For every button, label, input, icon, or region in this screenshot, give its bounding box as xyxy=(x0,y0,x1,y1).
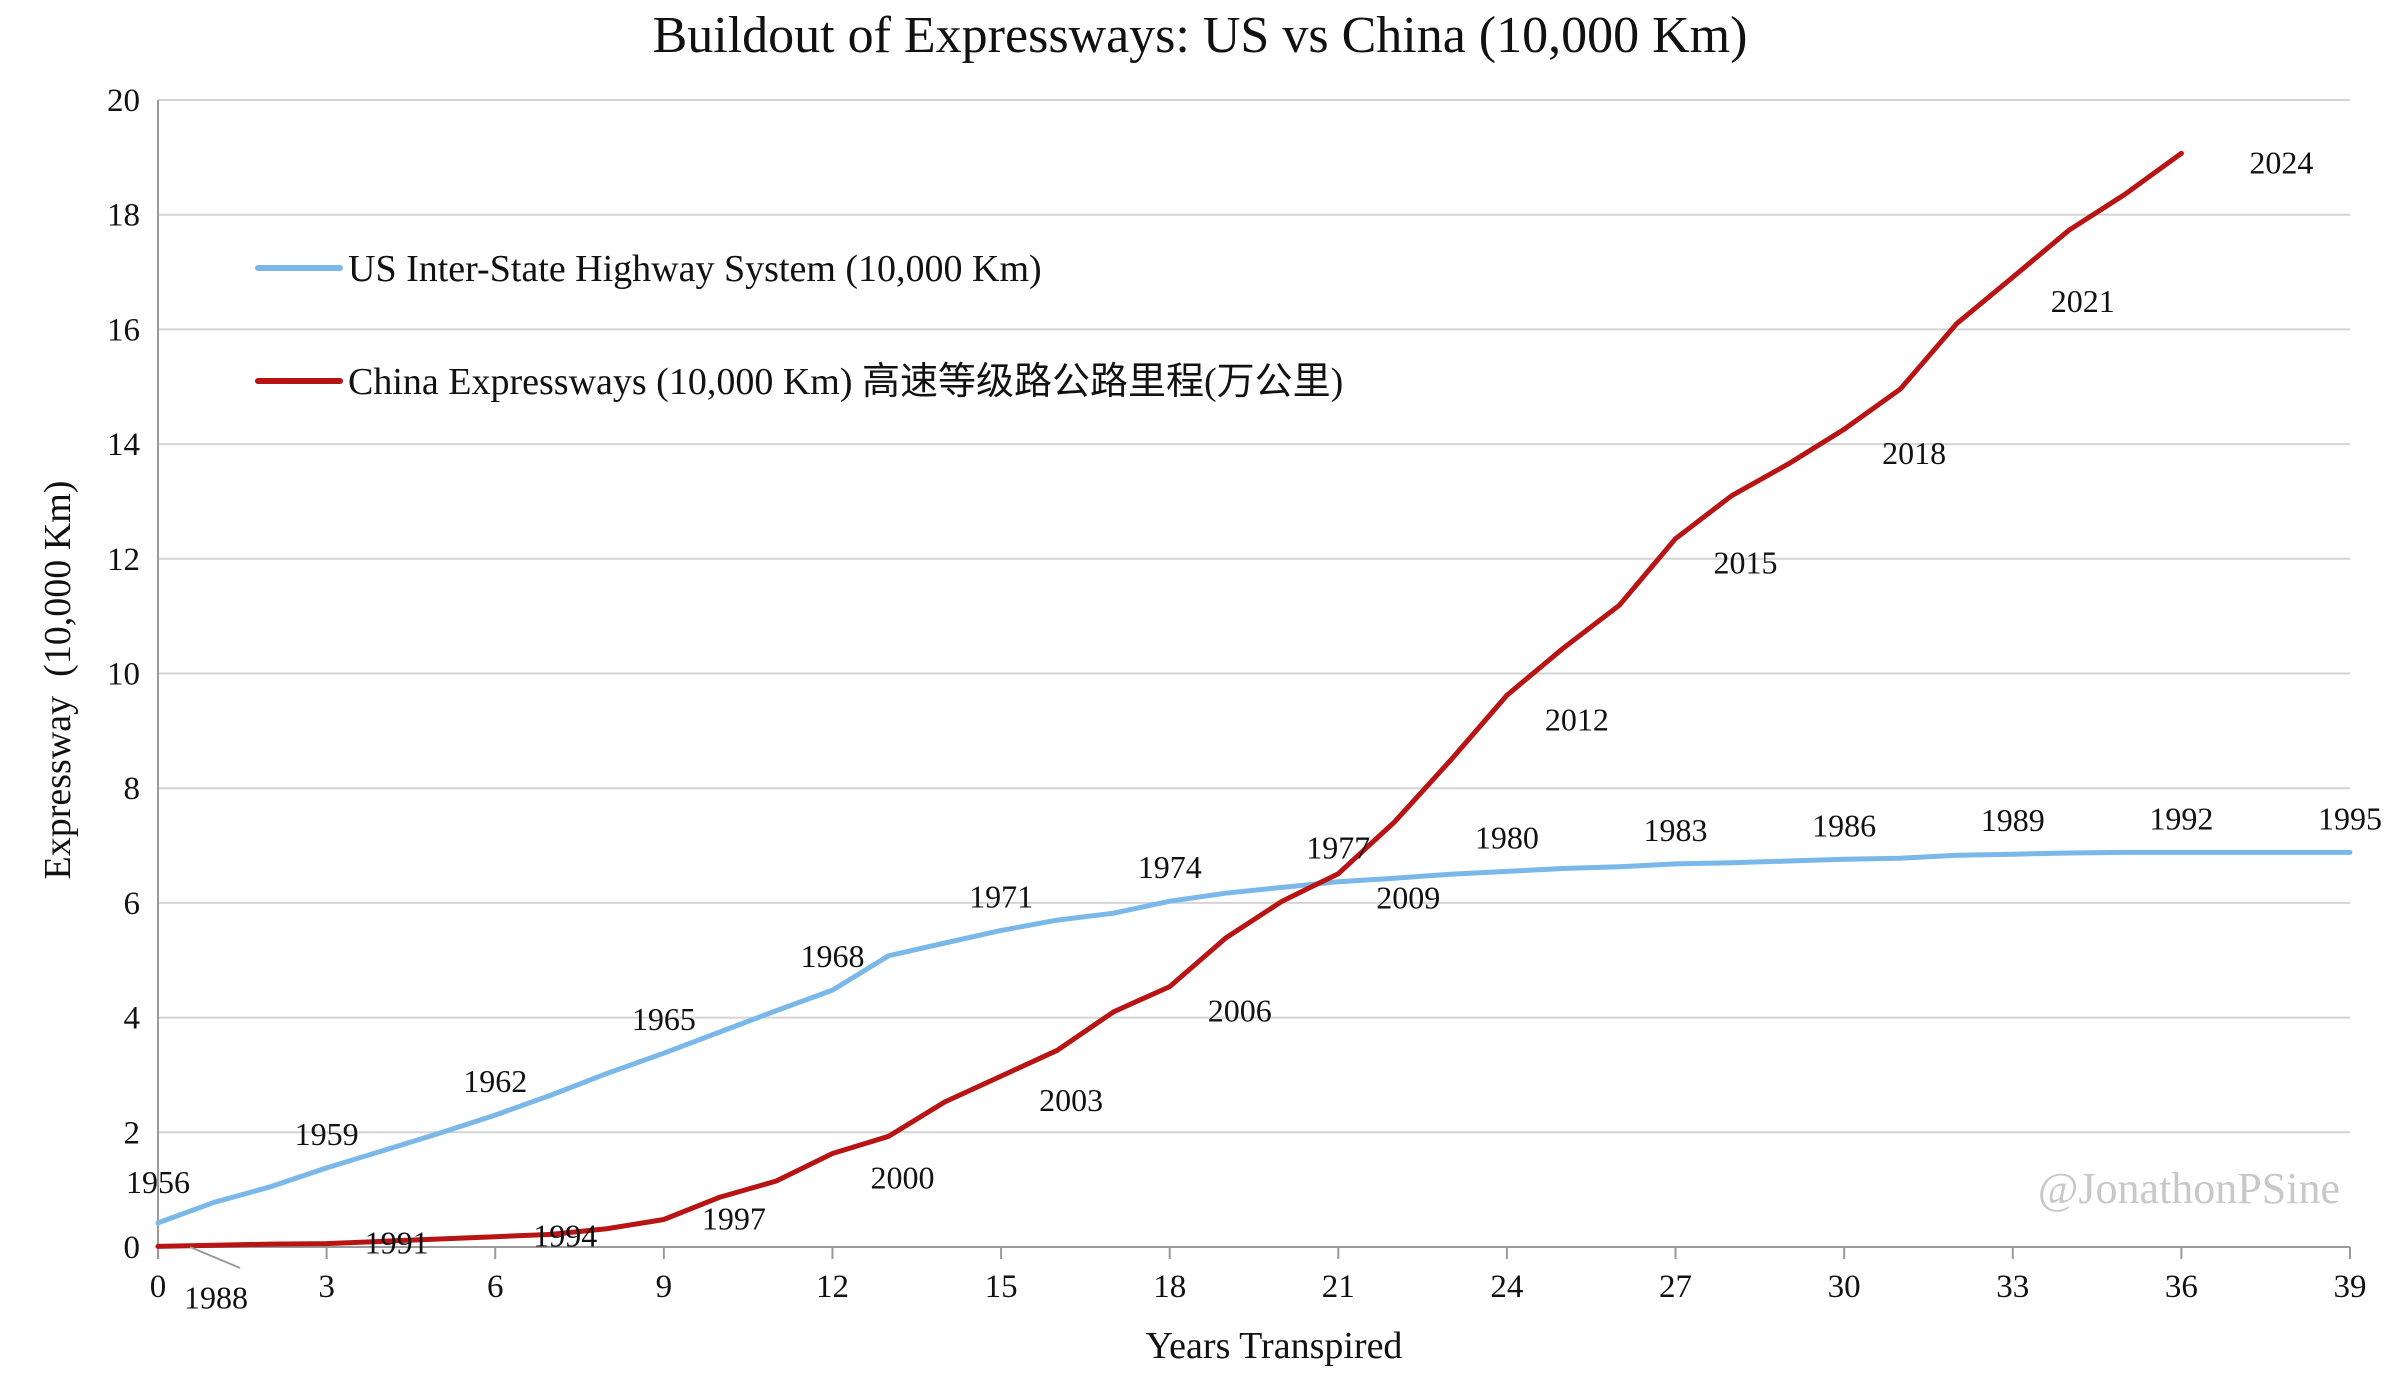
y-tick-label-6: 6 xyxy=(124,886,141,922)
series-lines xyxy=(155,150,2353,1249)
legend-label-china: China Expressways (10,000 Km) 高速等级路公路里程(… xyxy=(348,361,1343,403)
x-axis-label: Years Transpired xyxy=(1146,1325,1403,1367)
point-label-china-2000: 2000 xyxy=(870,1160,934,1196)
y-tick-label-16: 16 xyxy=(107,312,140,348)
point-label-us-1992: 1992 xyxy=(2149,800,2213,836)
y-tick-label-12: 12 xyxy=(107,542,140,578)
point-label-us-1962: 1962 xyxy=(463,1063,527,1099)
point-label-china-2024: 2024 xyxy=(2249,144,2313,180)
point-label-us-1995: 1995 xyxy=(2318,800,2382,836)
point-label-us-1956: 1956 xyxy=(126,1164,190,1200)
point-label-china-1994: 1994 xyxy=(533,1218,597,1254)
x-tick-label-12: 12 xyxy=(816,1269,849,1305)
y-tick-label-18: 18 xyxy=(107,198,140,234)
point-label-china-2006: 2006 xyxy=(1208,993,1272,1029)
series-line-us xyxy=(155,849,2353,1226)
label-leader-1988 xyxy=(189,1246,241,1269)
x-tick-label-15: 15 xyxy=(985,1269,1018,1305)
x-tick-label-9: 9 xyxy=(656,1269,673,1305)
point-label-us-1974: 1974 xyxy=(1138,849,1202,885)
y-tick-label-4: 4 xyxy=(124,1001,141,1037)
point-label-china-2018: 2018 xyxy=(1882,435,1946,471)
y-tick-label-10: 10 xyxy=(107,657,140,693)
y-axis-label: Expressway (10,000 Km) xyxy=(37,481,79,880)
x-tick-label-6: 6 xyxy=(487,1269,504,1305)
point-label-china-2015: 2015 xyxy=(1714,545,1778,581)
x-tick-label-30: 30 xyxy=(1828,1269,1861,1305)
legend: US Inter-State Highway System (10,000 Km… xyxy=(255,248,1343,403)
point-label-us-1977: 1977 xyxy=(1306,830,1370,866)
x-tick-label-24: 24 xyxy=(1490,1269,1523,1305)
point-label-china-1988: 1988 xyxy=(184,1279,248,1315)
point-label-china-2009: 2009 xyxy=(1376,880,1440,916)
point-label-china-2003: 2003 xyxy=(1039,1082,1103,1118)
point-label-us-1959: 1959 xyxy=(295,1116,359,1152)
legend-label-us: US Inter-State Highway System (10,000 Km… xyxy=(348,248,1042,290)
gridlines xyxy=(158,99,2350,1134)
point-label-china-1991: 1991 xyxy=(365,1225,429,1261)
x-tick-label-27: 27 xyxy=(1659,1269,1692,1305)
point-label-china-2021: 2021 xyxy=(2051,283,2115,319)
chart-title: Buildout of Expressways: US vs China (10… xyxy=(653,7,1748,64)
y-tick-label-2: 2 xyxy=(124,1115,141,1151)
series-line-china xyxy=(155,150,2184,1249)
y-tick-label-20: 20 xyxy=(107,83,140,119)
point-label-us-1971: 1971 xyxy=(969,878,1033,914)
y-axis-ticks: 0 2 4 6 8 10 12 14 16 18 20 xyxy=(107,83,140,1266)
y-tick-label-8: 8 xyxy=(124,771,141,807)
x-tick-label-33: 33 xyxy=(1996,1269,2029,1305)
watermark: @JonathonPSine xyxy=(2038,1164,2340,1213)
x-axis-ticks: 0 3 6 9 12 15 18 21 24 27 30 33 36 39 xyxy=(150,1247,2367,1305)
x-tick-label-21: 21 xyxy=(1322,1269,1355,1305)
point-label-us-1968: 1968 xyxy=(800,938,864,974)
point-labels: 1956 1959 1962 1965 1968 1971 1974 1977 1980 1983… xyxy=(126,144,2382,1315)
point-label-us-1980: 1980 xyxy=(1475,819,1539,855)
x-tick-label-18: 18 xyxy=(1153,1269,1186,1305)
x-tick-label-0: 0 xyxy=(150,1269,167,1305)
x-tick-label-39: 39 xyxy=(2334,1269,2367,1305)
point-label-us-1983: 1983 xyxy=(1644,812,1708,848)
point-label-us-1989: 1989 xyxy=(1981,802,2045,838)
point-label-china-1997: 1997 xyxy=(702,1200,766,1236)
x-tick-label-3: 3 xyxy=(318,1269,335,1305)
y-tick-label-14: 14 xyxy=(107,427,140,463)
point-label-china-2012: 2012 xyxy=(1545,701,1609,737)
point-label-us-1965: 1965 xyxy=(632,1001,696,1037)
point-label-us-1986: 1986 xyxy=(1812,807,1876,843)
x-tick-label-36: 36 xyxy=(2165,1269,2198,1305)
y-tick-label-0: 0 xyxy=(124,1230,141,1266)
